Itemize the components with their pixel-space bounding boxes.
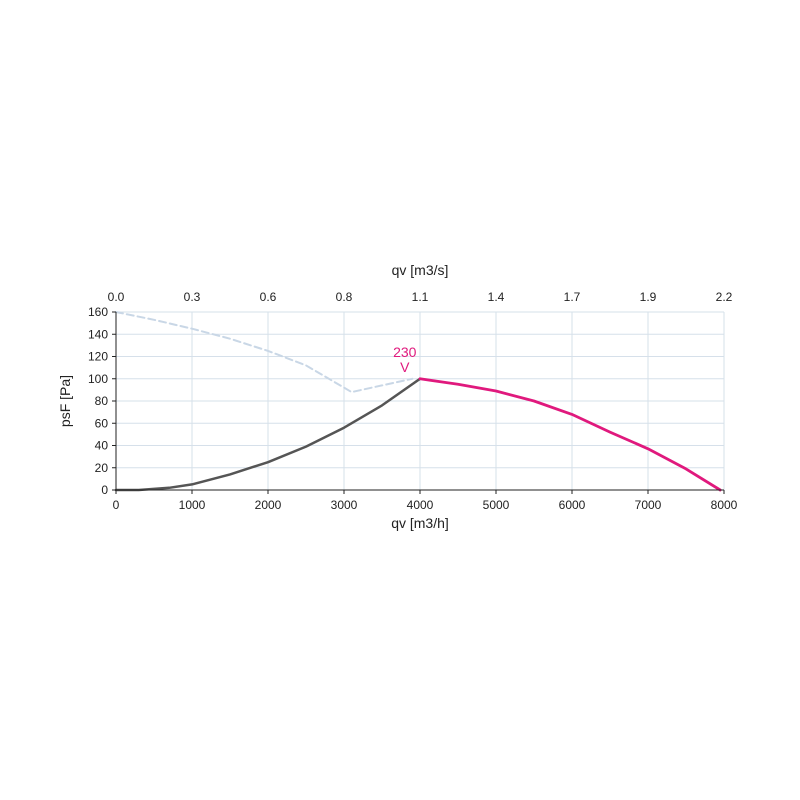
- y-tick-label: 40: [95, 439, 109, 453]
- y-tick-label: 140: [88, 327, 108, 341]
- x2-tick-label: 0.8: [336, 290, 353, 304]
- x2-tick-label: 1.9: [640, 290, 657, 304]
- magenta-fan-curve: [418, 377, 722, 492]
- y-tick-label: 80: [95, 394, 109, 408]
- tick-labels: 00.010000.320000.630000.840001.150001.46…: [88, 290, 738, 512]
- x-tick-label: 6000: [559, 498, 586, 512]
- y-tick-label: 160: [88, 305, 108, 319]
- x-tick-label: 5000: [483, 498, 510, 512]
- axes: [112, 311, 725, 494]
- x2-tick-label: 0.6: [260, 290, 277, 304]
- grid: [116, 311, 725, 490]
- x2-tick-label: 0.0: [108, 290, 125, 304]
- x-tick-label: 1000: [179, 498, 206, 512]
- x2-axis-title: qv [m3/s]: [392, 262, 449, 278]
- x-tick-label: 2000: [255, 498, 282, 512]
- y-tick-label: 120: [88, 350, 108, 364]
- x-axis-title: qv [m3/h]: [391, 515, 449, 531]
- voltage-label-unit: V: [400, 359, 410, 375]
- gray-fan-curve: [114, 377, 422, 492]
- x-tick-label: 0: [113, 498, 120, 512]
- y-tick-label: 100: [88, 372, 108, 386]
- x2-tick-label: 1.1: [412, 290, 429, 304]
- y-tick-label: 60: [95, 416, 109, 430]
- x-tick-label: 7000: [635, 498, 662, 512]
- x2-tick-label: 1.7: [564, 290, 581, 304]
- x2-tick-label: 2.2: [716, 290, 733, 304]
- x-tick-label: 4000: [407, 498, 434, 512]
- y-tick-label: 0: [101, 483, 108, 497]
- x-tick-label: 3000: [331, 498, 358, 512]
- y-tick-label: 20: [95, 461, 109, 475]
- x2-tick-label: 0.3: [184, 290, 201, 304]
- dashed-reference-curve: [115, 311, 414, 394]
- x2-tick-label: 1.4: [488, 290, 505, 304]
- series-layer: [114, 311, 722, 492]
- x-tick-label: 8000: [711, 498, 738, 512]
- voltage-label-value: 230: [393, 344, 417, 360]
- y-axis-title: psF [Pa]: [57, 375, 73, 427]
